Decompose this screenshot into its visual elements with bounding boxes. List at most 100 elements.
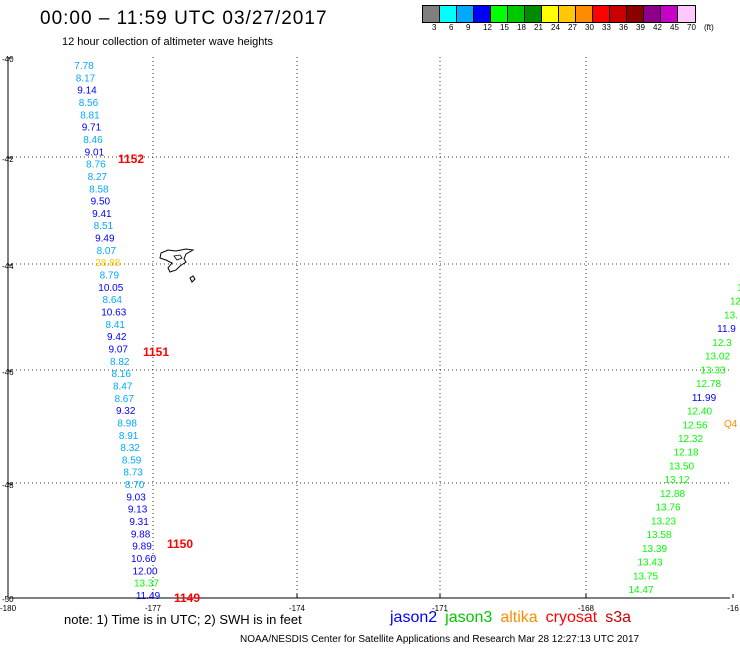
longitude-label: -16 bbox=[727, 604, 739, 613]
color-swatch bbox=[457, 6, 474, 22]
time-marker: 1149 bbox=[174, 591, 200, 605]
color-swatch bbox=[661, 6, 678, 22]
wave-height-value: 8.56 bbox=[79, 98, 99, 109]
wave-height-value: 8.59 bbox=[122, 455, 142, 466]
time-marker: 1152 bbox=[118, 152, 144, 166]
wave-height-value: 12.78 bbox=[696, 379, 721, 390]
wave-height-value: 8.27 bbox=[88, 172, 108, 183]
legend-jason2: jason2 bbox=[390, 609, 438, 626]
color-swatch bbox=[440, 6, 457, 22]
wave-height-value: 11.9 bbox=[717, 324, 736, 335]
wave-height-value: 11.49 bbox=[136, 591, 161, 602]
color-scale-tick: 15 bbox=[500, 23, 509, 32]
wave-height-value: 8.81 bbox=[80, 110, 100, 121]
color-scale-tick: 6 bbox=[449, 23, 454, 32]
wave-height-value: 13.75 bbox=[633, 571, 658, 582]
color-scale-tick: 39 bbox=[636, 23, 645, 32]
color-swatch bbox=[508, 6, 525, 22]
wave-height-value: 10.60 bbox=[131, 554, 156, 565]
wave-height-value: 12 bbox=[730, 297, 740, 308]
west-track-values: 7.788.17 9.148.568.81 9.718.469.01 8.768.27… bbox=[74, 61, 160, 602]
time-marker: 1150 bbox=[167, 537, 193, 551]
credit-line: NOAA/NESDIS Center for Satellite Applica… bbox=[240, 634, 640, 645]
wave-height-value: 9.89 bbox=[132, 542, 152, 553]
color-swatch bbox=[423, 6, 440, 22]
wave-height-value: 7.78 bbox=[74, 61, 94, 72]
wave-height-value: 13.37 bbox=[134, 579, 159, 590]
wave-height-value-partial: Q4 bbox=[724, 419, 738, 430]
color-scale-tick: 27 bbox=[568, 23, 577, 32]
wave-height-value: 12.00 bbox=[133, 566, 158, 577]
wave-height-value: 8.07 bbox=[97, 246, 117, 257]
color-scale-tick: 21 bbox=[534, 23, 543, 32]
grid-lines bbox=[8, 57, 730, 598]
wave-height-value: 9.31 bbox=[129, 517, 149, 528]
wave-height-value: 9.50 bbox=[91, 197, 111, 208]
wave-height-value: 11.99 bbox=[692, 393, 717, 404]
legend-jason3: jason3 bbox=[445, 609, 493, 626]
latitude-label: -44 bbox=[2, 262, 14, 271]
wave-height-value: 10.63 bbox=[101, 308, 126, 319]
map-subtitle: 12 hour collection of altimeter wave hei… bbox=[62, 36, 273, 48]
color-scale-unit: (ft) bbox=[704, 23, 714, 32]
color-swatch bbox=[593, 6, 610, 22]
satellite-legend: jason2 jason3 altika cryosat s3a bbox=[390, 609, 639, 627]
color-scale-tick: 45 bbox=[670, 23, 679, 32]
wave-height-value: 13.12 bbox=[664, 475, 689, 486]
longitude-label: -171 bbox=[432, 604, 449, 613]
color-swatch bbox=[474, 6, 491, 22]
latitude-label: -46 bbox=[2, 368, 14, 377]
map-title: 00:00 – 11:59 UTC 03/27/2017 bbox=[40, 8, 328, 29]
wave-height-value: 8.58 bbox=[89, 184, 109, 195]
color-scale-tick: 30 bbox=[585, 23, 594, 32]
wave-height-value: 12.88 bbox=[660, 489, 685, 500]
time-markers: 1152 1151 1150 1149 bbox=[118, 152, 200, 605]
wave-height-value: 12.32 bbox=[678, 434, 703, 445]
wave-height-value: 9.71 bbox=[82, 123, 102, 134]
wave-height-value: 12.18 bbox=[673, 448, 698, 459]
east-track-values: 1 12 13. 11.9 12.3 13.02 13.33 12.78 11.99 12.40 1… bbox=[628, 283, 740, 596]
color-scale-tick: 12 bbox=[483, 23, 492, 32]
wave-height-value: 9.01 bbox=[85, 147, 105, 158]
wave-height-value: 14.47 bbox=[628, 585, 653, 596]
wave-height-value: 8.91 bbox=[119, 431, 139, 442]
wave-height-value: 13.39 bbox=[642, 544, 667, 555]
wave-height-value: 12.40 bbox=[687, 407, 712, 418]
color-swatch bbox=[525, 6, 542, 22]
color-swatch bbox=[678, 6, 695, 22]
longitude-label: -177 bbox=[145, 604, 162, 613]
wave-height-value: 9.88 bbox=[131, 529, 151, 540]
legend-s3a: s3a bbox=[605, 609, 632, 626]
latitude-label: -50 bbox=[2, 595, 14, 604]
wave-height-value: 10.05 bbox=[98, 283, 123, 294]
legend-altika: altika bbox=[500, 609, 538, 626]
time-marker: 1151 bbox=[143, 345, 169, 359]
wave-height-value: 9.13 bbox=[128, 505, 148, 516]
color-swatch bbox=[542, 6, 559, 22]
longitude-label: -168 bbox=[578, 604, 595, 613]
color-swatch bbox=[576, 6, 593, 22]
wave-height-value: 9.03 bbox=[126, 492, 146, 503]
wave-height-value: 9.49 bbox=[95, 234, 115, 245]
wave-height-value: 9.42 bbox=[107, 332, 127, 343]
wave-height-value: 8.41 bbox=[106, 320, 126, 331]
latitude-label: -40 bbox=[2, 55, 14, 64]
wave-height-value: 9.41 bbox=[92, 209, 112, 220]
wave-height-value: 8.17 bbox=[76, 73, 96, 84]
wave-height-value: 8.64 bbox=[103, 295, 123, 306]
wave-height-value: 1 bbox=[737, 283, 740, 294]
footnote: note: 1) Time is in UTC; 2) SWH is in fe… bbox=[64, 612, 302, 627]
wave-height-value: 13.58 bbox=[646, 530, 671, 541]
wave-height-value: 9.14 bbox=[77, 86, 97, 97]
wave-height-value: 9.32 bbox=[116, 406, 136, 417]
wave-height-value: 8.32 bbox=[120, 443, 140, 454]
wave-height-value: 13.50 bbox=[669, 461, 694, 472]
latitude-labels: -40 -42 -44 -46 -48 -50 bbox=[2, 55, 14, 604]
wave-height-value: 8.67 bbox=[114, 394, 134, 405]
color-scale-tick: 36 bbox=[619, 23, 628, 32]
wave-height-value: 8.98 bbox=[117, 418, 137, 429]
color-swatch bbox=[559, 6, 576, 22]
color-scale-tick: 70 bbox=[687, 23, 696, 32]
wave-height-value: 13.23 bbox=[651, 516, 676, 527]
